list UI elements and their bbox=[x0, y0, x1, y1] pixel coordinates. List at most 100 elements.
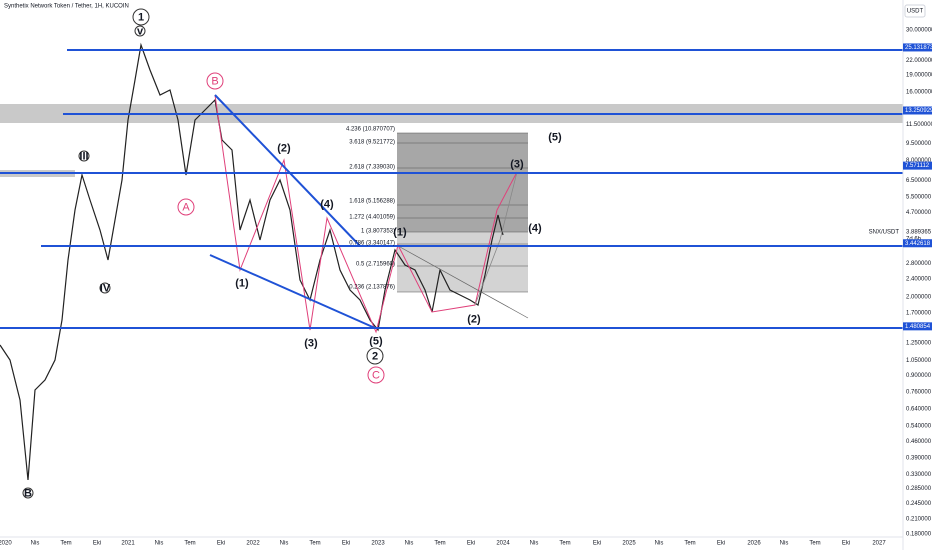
time-label: 2025 bbox=[622, 541, 636, 547]
price-label: 1.250000 bbox=[906, 341, 932, 347]
price-label: 0.390000 bbox=[906, 455, 932, 461]
price-label: 0.180000 bbox=[906, 532, 932, 538]
trend-line bbox=[399, 246, 529, 319]
price-label: 0.760000 bbox=[906, 390, 932, 396]
time-label: Eki bbox=[217, 541, 225, 547]
time-label: Nis bbox=[530, 541, 539, 547]
projection-path bbox=[474, 171, 518, 306]
wave-circle bbox=[132, 8, 150, 26]
time-label: 2024 bbox=[496, 541, 510, 547]
time-label: Tem bbox=[434, 541, 445, 547]
wave-circle bbox=[134, 25, 146, 37]
time-label: 2021 bbox=[121, 541, 135, 547]
fib-label: 1.618 (5.156288) bbox=[349, 199, 395, 205]
price-tag bbox=[903, 43, 932, 52]
fib-label: 2.618 (7.339030) bbox=[349, 165, 395, 171]
wave-label: (5) bbox=[369, 335, 383, 347]
price-label: 0.245000 bbox=[906, 501, 932, 507]
price-label: 2.000000 bbox=[906, 294, 932, 300]
price-tag-label: 3.442618 bbox=[905, 241, 931, 247]
currency[interactable]: USDT bbox=[907, 9, 924, 15]
wave-label: 1 bbox=[138, 11, 144, 23]
wave-label: (3) bbox=[510, 158, 524, 170]
time-label: Nis bbox=[655, 541, 664, 547]
price-label: 9.500000 bbox=[906, 141, 932, 147]
fib-zone-lower bbox=[397, 232, 528, 292]
wave-label: (2) bbox=[277, 142, 291, 154]
price-tag bbox=[903, 322, 932, 331]
time-label: Nis bbox=[280, 541, 289, 547]
price-path bbox=[0, 42, 504, 481]
fib-lines bbox=[397, 132, 528, 293]
wave-label: B bbox=[211, 75, 218, 87]
time-label: Tem bbox=[559, 541, 570, 547]
fib-label: 3.618 (9.521772) bbox=[349, 140, 395, 146]
wave-label: 2 bbox=[372, 350, 378, 362]
time-label: Eki bbox=[93, 541, 101, 547]
symbol-label: SNX/USDT bbox=[869, 230, 900, 236]
price-label: 11.500000 bbox=[906, 122, 932, 128]
time-label: Eki bbox=[467, 541, 475, 547]
level-lines bbox=[0, 49, 903, 329]
price-label: 0.330000 bbox=[906, 472, 932, 478]
price-tag bbox=[903, 161, 932, 170]
wave-label: III bbox=[79, 150, 88, 162]
time-label: Tem bbox=[809, 541, 820, 547]
time-label: Eki bbox=[842, 541, 850, 547]
price-tag-label: 7.571112 bbox=[905, 163, 930, 169]
time-label: Nis bbox=[780, 541, 789, 547]
wave-label: A bbox=[182, 201, 190, 213]
wave-label: C bbox=[372, 369, 380, 381]
time-label: Tem bbox=[309, 541, 320, 547]
wave-path bbox=[214, 94, 518, 334]
price-label: 8.000000 bbox=[906, 158, 932, 164]
time-label: 2027 bbox=[872, 541, 886, 547]
wave-circle bbox=[367, 366, 385, 384]
price-label: 0.285000 bbox=[906, 486, 932, 492]
price-label: 0.640000 bbox=[906, 407, 932, 413]
wave-label: (2) bbox=[467, 313, 481, 325]
price-label: 5.500000 bbox=[906, 195, 932, 201]
wave-label: (5) bbox=[548, 131, 562, 143]
price-label: 1.700000 bbox=[906, 310, 932, 316]
price-label: 0.210000 bbox=[906, 516, 932, 522]
fib-label: 0.786 (3.340147) bbox=[349, 241, 395, 247]
time-label: Eki bbox=[717, 541, 725, 547]
price-label: 19.000000 bbox=[906, 73, 932, 79]
wave-label: (3) bbox=[304, 337, 318, 349]
price-tag-label: 13.250929 bbox=[905, 108, 932, 114]
price-label: 22.000000 bbox=[906, 58, 932, 64]
time-label: Tem bbox=[60, 541, 71, 547]
wave-label: (4) bbox=[528, 222, 542, 234]
price-tag bbox=[903, 106, 932, 115]
price-label: 4.700000 bbox=[906, 210, 932, 216]
time-label: 2020 bbox=[0, 541, 12, 547]
time-label: Tem bbox=[184, 541, 195, 547]
price-label: 0.540000 bbox=[906, 423, 932, 429]
wave-circle bbox=[366, 347, 384, 365]
time-label: 2026 bbox=[747, 541, 761, 547]
wave-circle bbox=[78, 150, 90, 162]
time-label: Nis bbox=[31, 541, 40, 547]
price-label: 30.000000 bbox=[906, 28, 932, 34]
fib-zone-upper bbox=[397, 133, 528, 232]
time-label: Eki bbox=[342, 541, 350, 547]
time-label: Tem bbox=[684, 541, 695, 547]
price-label: 16.000000 bbox=[906, 89, 932, 95]
wave-label: v bbox=[137, 25, 144, 37]
fib-label: 0.236 (2.137876) bbox=[349, 285, 395, 291]
price-tag-label: 1.480854 bbox=[905, 324, 931, 330]
wave-label: (4) bbox=[320, 198, 334, 210]
fib-label: 1.272 (4.401059) bbox=[349, 215, 395, 221]
wave-label: IV bbox=[100, 282, 111, 294]
currency-button[interactable] bbox=[904, 4, 926, 18]
price-label: 2.800000 bbox=[906, 261, 932, 267]
wave-circle bbox=[206, 72, 224, 90]
time-label: Nis bbox=[405, 541, 414, 547]
price-label: 1.050000 bbox=[906, 358, 932, 364]
price-label: 2.400000 bbox=[906, 276, 932, 282]
wave-label: (1) bbox=[235, 277, 249, 289]
current-price: 3.889365 bbox=[906, 230, 932, 236]
wave-circle bbox=[177, 198, 195, 216]
